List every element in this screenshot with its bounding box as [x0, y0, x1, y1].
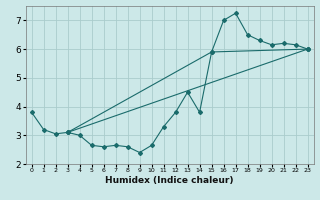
X-axis label: Humidex (Indice chaleur): Humidex (Indice chaleur) — [105, 176, 234, 185]
